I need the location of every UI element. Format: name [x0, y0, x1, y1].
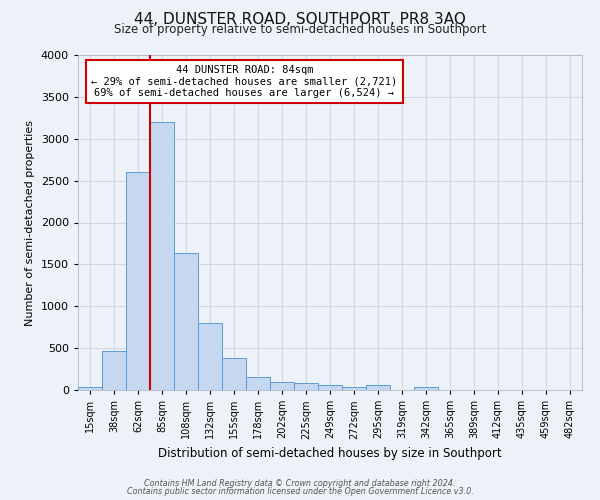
- Bar: [342, 386, 366, 390]
- Y-axis label: Number of semi-detached properties: Number of semi-detached properties: [25, 120, 35, 326]
- Bar: [174, 252, 198, 390]
- Bar: [126, 172, 150, 390]
- Bar: [222, 358, 246, 390]
- Text: Size of property relative to semi-detached houses in Southport: Size of property relative to semi-detach…: [114, 22, 486, 36]
- Bar: [414, 388, 438, 390]
- Bar: [102, 352, 126, 390]
- Bar: [294, 383, 318, 390]
- Bar: [246, 377, 270, 390]
- Bar: [366, 386, 390, 390]
- Bar: [270, 382, 294, 390]
- Bar: [150, 122, 174, 390]
- Bar: [78, 388, 102, 390]
- Text: 44 DUNSTER ROAD: 84sqm
← 29% of semi-detached houses are smaller (2,721)
69% of : 44 DUNSTER ROAD: 84sqm ← 29% of semi-det…: [91, 65, 397, 98]
- Bar: [318, 386, 342, 390]
- X-axis label: Distribution of semi-detached houses by size in Southport: Distribution of semi-detached houses by …: [158, 447, 502, 460]
- Text: Contains public sector information licensed under the Open Government Licence v3: Contains public sector information licen…: [127, 487, 473, 496]
- Bar: [198, 323, 222, 390]
- Text: Contains HM Land Registry data © Crown copyright and database right 2024.: Contains HM Land Registry data © Crown c…: [144, 478, 456, 488]
- Text: 44, DUNSTER ROAD, SOUTHPORT, PR8 3AQ: 44, DUNSTER ROAD, SOUTHPORT, PR8 3AQ: [134, 12, 466, 28]
